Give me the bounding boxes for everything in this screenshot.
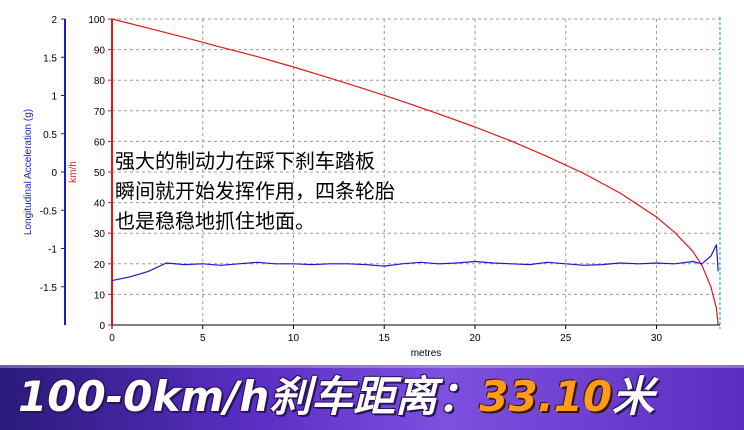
x-tick-label: 15	[379, 333, 391, 344]
caption-line-3: 也是稳稳地抓住地面。	[115, 209, 315, 233]
banner-stripe	[0, 365, 744, 368]
x-tick-label: 25	[560, 333, 572, 344]
banner-label: 100-0km/h刹车距离：	[18, 372, 480, 421]
speed-tick-label: 100	[88, 15, 105, 26]
acceleration-tick-label: 1.5	[43, 53, 57, 64]
acceleration-tick-label: 2	[51, 15, 57, 26]
acceleration-tick-label: -0.5	[40, 206, 58, 217]
x-tick-label: 10	[288, 333, 300, 344]
x-axis-label: metres	[411, 348, 442, 359]
x-tick-label: 5	[200, 333, 206, 344]
series-layer	[111, 18, 719, 326]
acceleration-tick-label: 1	[51, 92, 57, 103]
banner-unit: 米	[612, 372, 655, 421]
speed-tick-label: 90	[94, 46, 106, 57]
speed-tick-label: 40	[94, 199, 106, 210]
speed-series-line	[111, 18, 719, 326]
speed-axis-label: km/h	[68, 161, 79, 183]
speed-tick-label: 0	[99, 321, 105, 332]
banner-value: 33.10	[479, 372, 613, 421]
axes: 0 5 10 15 20 25 30 metres 2 1.5 1 0.5 0 -0.5 -1 -1.5 Lon…	[23, 15, 721, 359]
caption-line-2: 瞬间就开始发挥作用，四条轮胎	[115, 179, 395, 203]
speed-tick-label: 30	[94, 229, 106, 240]
braking-chart: 0 5 10 15 20 25 30 metres 2 1.5 1 0.5 0 -0.5 -1 -1.5 Lon…	[23, 15, 721, 359]
speed-tick-label: 20	[94, 260, 106, 271]
result-banner: 100-0km/h刹车距离：33.10米	[0, 365, 744, 430]
acceleration-tick-label: -1.5	[40, 283, 58, 294]
speed-tick-label: 60	[94, 137, 106, 148]
chart-caption: 强大的制动力在踩下刹车踏板 瞬间就开始发挥作用，四条轮胎 也是稳稳地抓住地面。	[115, 146, 395, 236]
caption-line-1: 强大的制动力在踩下刹车踏板	[115, 149, 375, 173]
acceleration-series-line	[111, 244, 719, 282]
grid	[111, 18, 720, 326]
speed-tick-label: 10	[94, 290, 106, 301]
x-tick-label: 0	[109, 333, 115, 344]
x-tick-label: 20	[469, 333, 481, 344]
speed-tick-label: 80	[94, 76, 106, 87]
acceleration-tick-label: -1	[48, 245, 57, 256]
acceleration-tick-label: 0.5	[43, 130, 57, 141]
acceleration-tick-label: 0	[51, 168, 57, 179]
speed-tick-label: 50	[94, 168, 106, 179]
x-tick-label: 30	[651, 333, 663, 344]
speed-tick-label: 70	[94, 107, 106, 118]
banner-text: 100-0km/h刹车距离：33.10米	[18, 371, 654, 423]
acceleration-axis-label: Longitudinal Acceleration (g)	[23, 109, 34, 235]
